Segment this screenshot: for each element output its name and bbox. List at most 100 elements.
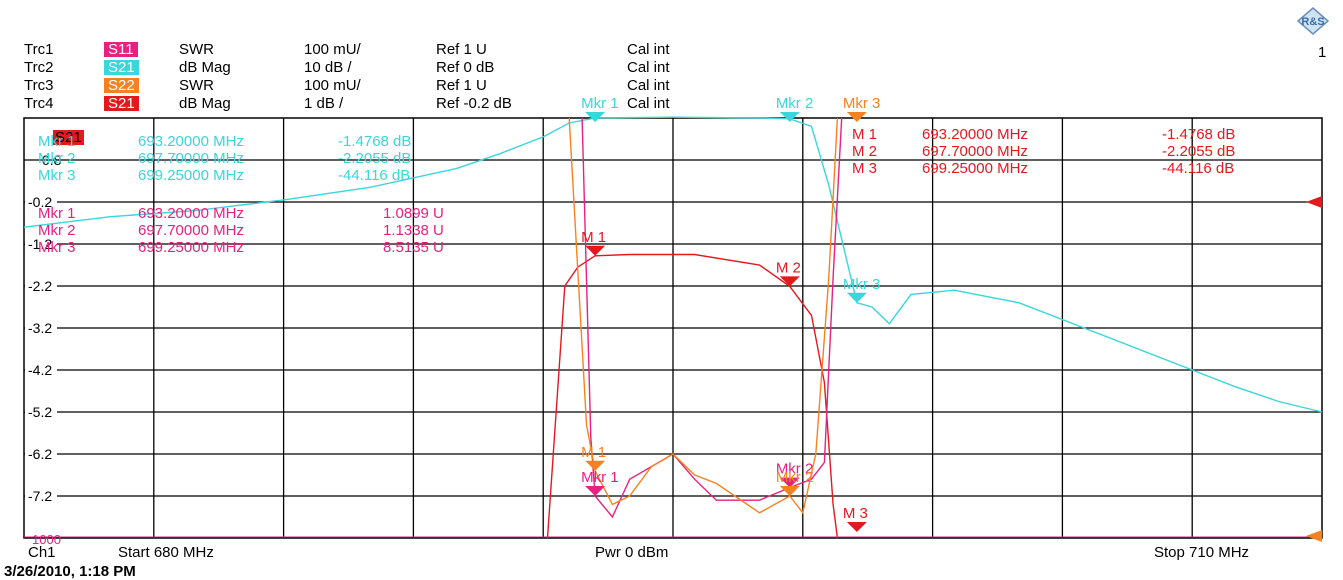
- trace-scale: 100 mU/: [304, 41, 361, 58]
- y-tick-label-bg: [25, 236, 57, 251]
- trace-id: Trc3: [24, 77, 54, 94]
- svg-text:R&S: R&S: [1301, 16, 1324, 28]
- trace-scale: 1 dB /: [304, 95, 344, 112]
- trace-ref: Ref 1 U: [436, 77, 487, 94]
- stop-frequency[interactable]: Stop 710 MHz: [1154, 544, 1250, 561]
- marker-triangle-icon: [779, 276, 800, 287]
- marker-label: M 1: [581, 444, 606, 461]
- marker-triangle-icon: [846, 112, 867, 122]
- marker-row: Mkr 1: [38, 133, 76, 150]
- y-tick-label: 0.8: [42, 152, 62, 168]
- marker-freq: 697.70000 MHz: [138, 222, 244, 239]
- trace-param-badge[interactable]: S22: [104, 78, 139, 93]
- marker-value: -1.4768 dB: [1162, 126, 1236, 143]
- marker-row: Mkr 2: [38, 222, 76, 239]
- trace-format: SWR: [179, 77, 214, 94]
- marker-freq: 699.25000 MHz: [138, 167, 244, 184]
- y-tick-label: -2.2: [28, 278, 52, 294]
- trace-cal: Cal int: [627, 95, 670, 112]
- y-tick-label: -3.2: [28, 320, 52, 336]
- trace-lines: [23, 116, 1323, 539]
- trace-ref: Ref -0.2 dB: [436, 95, 512, 112]
- trace-id: Trc1: [24, 41, 54, 58]
- marker-triangle-icon: [846, 292, 867, 303]
- marker-row: M 1: [852, 126, 878, 143]
- trace-line: [581, 117, 843, 519]
- trace-scale: 100 mU/: [304, 77, 361, 94]
- start-frequency[interactable]: Start 680 MHz: [118, 544, 214, 561]
- marker-label: Mkr 2: [776, 461, 814, 478]
- timestamp: 3/26/2010, 1:18 PM: [4, 563, 136, 580]
- trace-format: dB Mag: [179, 95, 231, 112]
- marker-label: M 2: [776, 259, 801, 276]
- y-tick-label-bg: [25, 446, 57, 461]
- y-tick-label-bg: [25, 194, 57, 209]
- marker-freq: 693.20000 MHz: [138, 133, 244, 150]
- marker-freq: 693.20000 MHz: [138, 205, 244, 222]
- marker-row: M 2: [852, 143, 878, 160]
- trace-id: Trc2: [24, 59, 54, 76]
- marker-row: Mkr 3: [38, 167, 76, 184]
- trace-scale: 10 dB /: [304, 59, 352, 76]
- marker-label: M 3: [843, 505, 868, 522]
- marker-triangle-icon: [585, 460, 606, 471]
- marker-value: -2.2055 dB: [1162, 143, 1236, 160]
- marker-value: 1.0899 U: [383, 205, 444, 222]
- marker-triangle-icon: [846, 522, 867, 532]
- y-tick-label: -7.2: [28, 488, 52, 504]
- rohde-schwarz-logo-icon: R&S: [1296, 7, 1330, 35]
- trace-line: [568, 117, 839, 515]
- trace-line: [23, 116, 1323, 413]
- marker-triangle-icon: [585, 486, 606, 496]
- marker-label: Mkr 3: [843, 276, 881, 293]
- marker-row: Mkr 1: [38, 205, 76, 222]
- trace-id: Trc4: [24, 95, 54, 112]
- trace-format: SWR: [179, 41, 214, 58]
- y-tick-label: -6.2: [28, 446, 52, 462]
- y-tick-label-bg: [25, 488, 57, 503]
- y-tick-label: -0.2: [28, 194, 52, 210]
- marker-value: -2.2055 dB: [338, 150, 412, 167]
- ref-level-arrows: [1306, 196, 1322, 542]
- ref-arrow-icon: [1306, 530, 1322, 542]
- trace-cal: Cal int: [627, 41, 670, 58]
- marker-triangle-icon: [585, 245, 606, 256]
- marker-value: 1.1338 U: [383, 222, 444, 239]
- power-level[interactable]: Pwr 0 dBm: [595, 544, 669, 561]
- y-tick-label: -1.2: [28, 236, 52, 252]
- marker-value: -44.116 dB: [1162, 160, 1235, 177]
- marker-label: Mkr 2: [776, 95, 814, 112]
- page-number: 1: [1318, 44, 1327, 61]
- marker-freq: 699.25000 MHz: [138, 239, 244, 256]
- channel-label: Ch1: [28, 544, 56, 561]
- y-tick-label-bg: [25, 362, 57, 377]
- marker-label: Mkr 1: [581, 469, 619, 486]
- marker-label: Mkr 3: [843, 95, 881, 112]
- trace-param-badge[interactable]: S21: [104, 60, 139, 75]
- trace-cal: Cal int: [627, 59, 670, 76]
- marker-freq: 699.25000 MHz: [922, 160, 1028, 177]
- marker-freq: 697.70000 MHz: [138, 150, 244, 167]
- trace-ref: Ref 1 U: [436, 41, 487, 58]
- y-tick-label-bg: [25, 320, 57, 335]
- marker-freq: 697.70000 MHz: [922, 143, 1028, 160]
- trace-param-badge[interactable]: S11: [104, 42, 138, 57]
- trace-line: [546, 253, 839, 539]
- ref-arrow-icon: [1306, 196, 1322, 208]
- active-trace-badge[interactable]: S21: [53, 129, 84, 146]
- marker-label: Mkr 1: [581, 95, 619, 112]
- marker-triangle-icon: [585, 112, 606, 122]
- trace-ref: Ref 0 dB: [436, 59, 495, 76]
- trace-param-badge[interactable]: S21: [104, 96, 139, 111]
- marker-value: 8.5135 U: [383, 239, 444, 256]
- marker-row: M 3: [852, 160, 878, 177]
- y-tick-label: 1000: [32, 532, 61, 547]
- marker-freq: 693.20000 MHz: [922, 126, 1028, 143]
- trace-cal: Cal int: [627, 77, 670, 94]
- marker-value: -1.4768 dB: [338, 133, 412, 150]
- y-axis-labels: -0.2 -1.2 -2.2 -3.2 -4.2 -5.2 -6.2 -7.2 0.8 1000: [25, 152, 62, 547]
- y-tick-label: -5.2: [28, 404, 52, 420]
